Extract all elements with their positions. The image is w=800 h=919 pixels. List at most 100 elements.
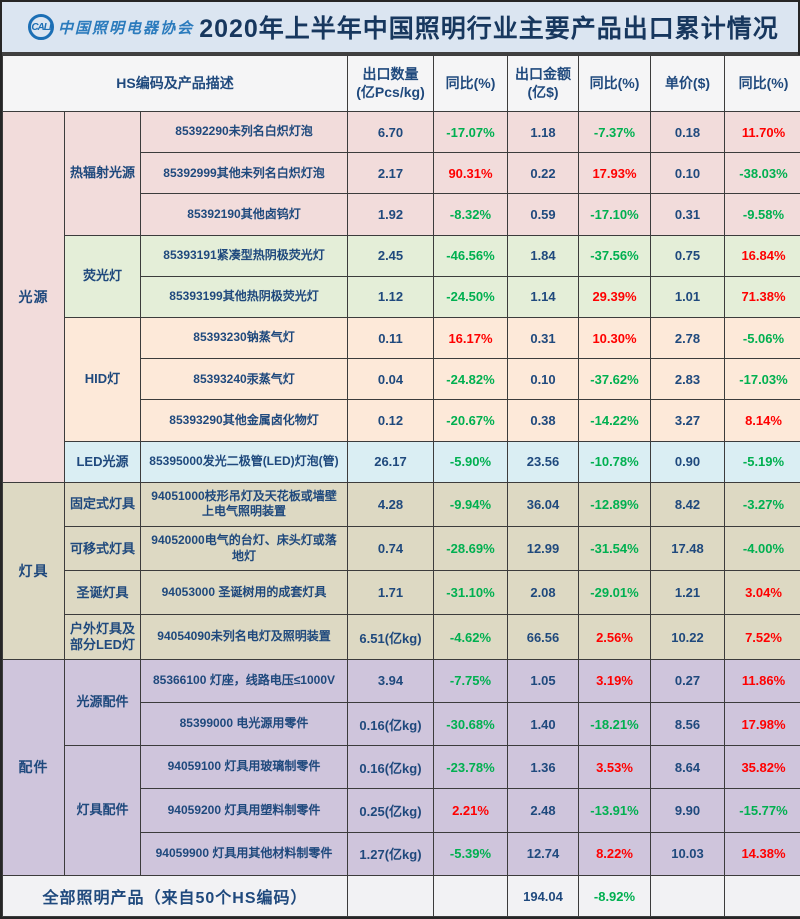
unit-price-cell: 0.18 (650, 110, 725, 154)
col-header-export-qty-line2: (亿Pcs/kg) (356, 83, 425, 100)
table-row: 配件 光源配件 85366100 灯座，线路电压≤1000V 3.94 -7.75% 1.… (2, 658, 800, 877)
value-yoy-cell: -31.54% (578, 526, 651, 572)
unit-price-cell: 8.64 (650, 745, 725, 790)
subcategory-cell: 固定式灯具 (64, 481, 141, 528)
table-row: 85393240汞蒸气灯 0.04 -24.82% 0.10 -37.62% 2.83 -1… (3, 358, 800, 401)
value-yoy-cell: -29.01% (578, 570, 651, 616)
export-value-cell: 1.36 (507, 745, 579, 790)
category-cell: 灯具 (2, 481, 65, 660)
col-header-unit-price: 单价($) (650, 55, 725, 112)
export-value-cell: 23.56 (507, 440, 579, 483)
export-qty-cell: 1.12 (347, 275, 434, 319)
export-value-cell: 0.38 (507, 399, 579, 442)
export-qty-cell: 0.16(亿kg) (347, 701, 434, 747)
page-title: 2020年上半年中国照明行业主要产品出口累计情况 (199, 15, 779, 43)
qty-yoy-cell: -46.56% (433, 234, 508, 277)
value-yoy-cell: -12.89% (578, 481, 651, 528)
value-yoy-cell: 10.30% (578, 317, 651, 360)
value-yoy-cell: -7.37% (578, 110, 651, 154)
export-value-cell: 2.48 (507, 788, 579, 833)
table-row: 85393199其他热阴极荧光灯 1.12 -24.50% 1.14 29.39% 1.0… (3, 275, 800, 319)
subcategory-cell: 户外灯具及部分LED灯 (64, 614, 141, 660)
qty-yoy-cell: -20.67% (433, 399, 508, 442)
export-value-cell: 1.05 (507, 658, 579, 703)
hs-desc-cell: 85395000发光二极管(LED)灯泡(管) (140, 440, 348, 483)
col-header-export-value-line1: 出口金额 (515, 66, 571, 82)
table-row: 圣诞灯具 94053000 圣诞树用的成套灯具 1.71 -31.10% 2.08 -29… (3, 570, 800, 616)
export-qty-cell: 4.28 (347, 481, 434, 528)
table-row: 户外灯具及部分LED灯 94054090未列名电灯及照明装置 6.51(亿kg) -4… (3, 614, 800, 660)
header-row: HS编码及产品描述 出口数量 (亿Pcs/kg) 同比(%) 出口金额 (亿$)… (2, 55, 800, 112)
col-header-price-yoy: 同比(%) (724, 55, 800, 112)
col-header-value-yoy: 同比(%) (578, 55, 651, 112)
export-value-cell: 12.74 (507, 831, 579, 877)
export-qty-cell: 0.25(亿kg) (347, 788, 434, 833)
qty-yoy-cell: -8.32% (433, 193, 508, 236)
table-row: 荧光灯 85393191紧凑型热阴极荧光灯 2.45 -46.56% 1.84 -37.5… (3, 234, 800, 319)
value-yoy-cell: 17.93% (578, 152, 651, 195)
unit-price-cell: 17.48 (650, 526, 725, 572)
empty-cell (724, 875, 800, 917)
export-qty-cell: 0.16(亿kg) (347, 745, 434, 790)
qty-yoy-cell: -30.68% (433, 701, 508, 747)
subcategory-cell: 可移式灯具 (64, 526, 141, 572)
price-yoy-cell: 7.52% (724, 614, 800, 660)
unit-price-cell: 8.42 (650, 481, 725, 528)
export-qty-cell: 0.04 (347, 358, 434, 401)
total-export-value-cell: 194.04 (507, 875, 579, 917)
qty-yoy-cell: -5.90% (433, 440, 508, 483)
unit-price-cell: 8.56 (650, 701, 725, 747)
price-yoy-cell: 8.14% (724, 399, 800, 442)
export-data-table: HS编码及产品描述 出口数量 (亿Pcs/kg) 同比(%) 出口金额 (亿$)… (2, 55, 800, 917)
qty-yoy-cell: -7.75% (433, 658, 508, 703)
hs-desc-cell: 85393240汞蒸气灯 (140, 358, 348, 401)
category-cell: 光源 (2, 111, 65, 483)
price-yoy-cell: -5.06% (724, 317, 800, 360)
hs-desc-cell: 85393230钠蒸气灯 (140, 317, 348, 360)
table-row: 灯具 固定式灯具 94051000枝形吊灯及天花板或墙壁上电气照明装置 4.28 -9.… (2, 481, 800, 660)
value-yoy-cell: -37.56% (578, 234, 651, 277)
price-yoy-cell: -3.27% (724, 481, 800, 528)
cali-logo-icon: CALI (27, 14, 54, 40)
unit-price-cell: 10.03 (650, 831, 725, 877)
export-value-cell: 0.31 (507, 317, 579, 360)
table-row: 94059200 灯具用塑料制零件 0.25(亿kg) 2.21% 2.48 -13.9… (3, 788, 800, 833)
subcategory-cell: 灯具配件 (64, 745, 141, 876)
empty-cell (433, 875, 508, 917)
export-qty-cell: 1.71 (347, 570, 434, 616)
value-yoy-cell: 3.19% (578, 658, 651, 703)
price-yoy-cell: 11.86% (724, 658, 800, 703)
unit-price-cell: 2.83 (650, 358, 725, 401)
value-yoy-cell: 2.56% (578, 614, 651, 660)
export-value-cell: 1.14 (507, 275, 579, 319)
qty-yoy-cell: -9.94% (433, 481, 508, 528)
value-yoy-cell: 29.39% (578, 275, 651, 319)
export-qty-cell: 2.45 (347, 234, 434, 277)
qty-yoy-cell: 90.31% (433, 152, 508, 195)
subcategory-cell: HID灯 (64, 317, 141, 442)
price-yoy-cell: 35.82% (724, 745, 800, 790)
export-qty-cell: 1.92 (347, 193, 434, 236)
value-yoy-cell: -17.10% (578, 193, 651, 236)
total-value-yoy-cell: -8.92% (578, 875, 651, 917)
cali-logo: CALI 中国照明电器协会 (2, 14, 194, 40)
value-yoy-cell: -14.22% (578, 399, 651, 442)
export-value-cell: 1.18 (507, 110, 579, 154)
unit-price-cell: 0.90 (650, 440, 725, 483)
unit-price-cell: 3.27 (650, 399, 725, 442)
unit-price-cell: 0.10 (650, 152, 725, 195)
price-yoy-cell: -5.19% (724, 440, 800, 483)
col-header-export-qty: 出口数量 (亿Pcs/kg) (347, 55, 434, 112)
value-yoy-cell: -13.91% (578, 788, 651, 833)
table-row: 85392999其他未列名白炽灯泡 2.17 90.31% 0.22 17.93% 0.1… (3, 152, 800, 195)
export-value-cell: 0.10 (507, 358, 579, 401)
export-qty-cell: 3.94 (347, 658, 434, 703)
qty-yoy-cell: 2.21% (433, 788, 508, 833)
unit-price-cell: 0.75 (650, 234, 725, 277)
category-cell: 配件 (2, 658, 65, 877)
total-label-cell: 全部照明产品（来自50个HS编码） (2, 875, 348, 917)
export-qty-cell: 0.12 (347, 399, 434, 442)
title-band: CALI 中国照明电器协会 2020年上半年中国照明行业主要产品出口累计情况 (2, 2, 798, 55)
export-value-cell: 36.04 (507, 481, 579, 528)
